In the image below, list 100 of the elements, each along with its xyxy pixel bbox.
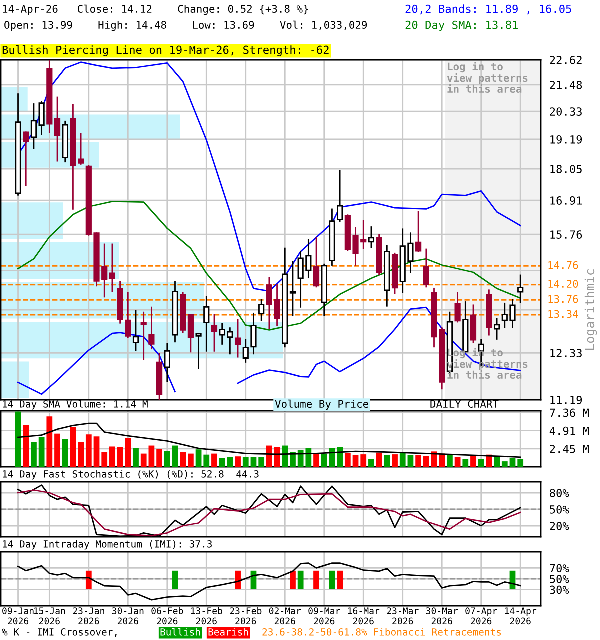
bar: [46, 416, 53, 467]
candlestick: [368, 226, 375, 248]
y-tick-label: 50%: [550, 575, 570, 584]
annotation: Volume By Price: [275, 400, 368, 410]
line-series: [18, 422, 522, 458]
bar: [321, 454, 328, 467]
bar: [408, 456, 414, 467]
bar: [235, 456, 241, 467]
x-tick-label: 30-Mar 2026: [426, 608, 458, 625]
y-tick-label: 2.45 M: [550, 444, 589, 454]
bar: [392, 454, 398, 467]
candlestick: [258, 299, 265, 322]
y-tick-label: 18.05: [550, 165, 582, 174]
bar: [31, 442, 37, 467]
bar: [400, 453, 406, 467]
candlestick: [188, 314, 194, 353]
y-tick-label: 80%: [550, 489, 570, 498]
ref-line-label: 13.76: [548, 295, 578, 304]
bar: [368, 459, 374, 467]
y-tick-label: 50%: [550, 506, 570, 514]
bar: [423, 456, 430, 467]
bar: [376, 452, 382, 467]
bar: [148, 446, 155, 467]
bar: [416, 456, 422, 467]
bar: [54, 434, 60, 467]
y-tick-label: 22.62: [550, 56, 582, 64]
ref-line-label: 13.34: [548, 310, 578, 318]
candlestick: [454, 292, 461, 323]
bar: [337, 447, 344, 467]
text: Bearish: [208, 628, 248, 636]
candlestick: [30, 104, 38, 150]
x-tick-label: 23-Jan 2026: [73, 608, 104, 625]
candlestick: [140, 312, 147, 360]
bar: [462, 459, 469, 467]
y-tick-label: 20.33: [550, 108, 582, 116]
x-tick-label: 16-Mar 2026: [348, 608, 380, 625]
bar: [23, 425, 30, 467]
candlestick: [109, 244, 116, 292]
line-series: [18, 562, 522, 601]
bar: [470, 456, 476, 467]
candlestick: [423, 248, 430, 288]
y-tick-label: 4.91 M: [550, 426, 589, 436]
chart-title: 14 Day SMA Volume: 1.14 M: [3, 400, 148, 410]
ref-line-label: 14.20: [548, 280, 578, 288]
x-tick-label: 07-Apr 2026: [466, 608, 498, 625]
candlestick: [416, 211, 422, 252]
bar: [102, 452, 108, 467]
bar: [242, 457, 249, 467]
candlestick: [211, 314, 218, 352]
x-tick-label: 23-Mar 2026: [387, 608, 419, 625]
candlestick: [23, 132, 30, 186]
bar: [78, 442, 84, 467]
x-tick-label: 02-Mar 2026: [269, 608, 302, 625]
bar: [250, 457, 257, 467]
candlestick: [290, 261, 296, 316]
y-tick-label: 30%: [550, 586, 570, 594]
candlestick: [518, 274, 524, 304]
candlestick: [125, 292, 132, 338]
bar: [502, 462, 508, 467]
y-tick-label: 12.33: [550, 349, 582, 358]
bar: [86, 434, 92, 467]
candlestick: [196, 333, 202, 370]
x-tick-label: 14-Apr 2026: [505, 608, 537, 625]
bar: [188, 454, 194, 467]
bar: [344, 453, 351, 467]
bar: [204, 454, 210, 467]
bar: [70, 428, 76, 467]
bar: [384, 456, 390, 467]
bar: [156, 449, 162, 467]
y-axis-title: Logarithmic: [584, 270, 598, 350]
chart-title: 14 Day Fast Stochastic (%K) (%D): 52.8 44.3: [3, 470, 259, 480]
text: 20 Day SMA: 13.81: [406, 20, 518, 32]
y-tick-label: 7.36 M: [550, 408, 589, 418]
candlestick: [234, 319, 242, 358]
bar: [172, 446, 178, 467]
bar: [110, 446, 116, 467]
y-tick-label: 20%: [550, 522, 570, 530]
x-tick-label: 15-Jan 2026: [34, 608, 66, 625]
chart-title: Bullish Piercing Line on 19-Mar-26, Strength: -62: [2, 46, 329, 56]
bar: [15, 412, 22, 467]
bar: [518, 459, 524, 467]
line-series: [18, 200, 522, 331]
annotation: Log in to view patterns in this area: [447, 62, 528, 93]
y-tick-label: 16.91: [550, 196, 582, 205]
bar: [478, 459, 484, 467]
text: 23.6-38.2-50-61.8% Fibonacci Retracements: [262, 628, 502, 636]
text: Bullish: [160, 628, 200, 636]
bar: [140, 454, 147, 467]
x-tick-label: 09-Jan 2026: [2, 608, 34, 625]
bar: [314, 454, 320, 467]
bar: [266, 446, 272, 467]
text: Open: 13.99 High: 14.48 Low: 13.69 Vol: 1,033,029: [4, 20, 368, 32]
x-tick-label: 06-Feb 2026: [152, 607, 184, 625]
bar: [494, 457, 500, 467]
candlestick: [54, 96, 61, 162]
bar: [352, 455, 359, 467]
y-tick-label: 19.19: [550, 135, 582, 144]
candlestick: [337, 170, 344, 222]
bar: [447, 456, 453, 467]
y-tick-label: 21.48: [550, 80, 582, 90]
